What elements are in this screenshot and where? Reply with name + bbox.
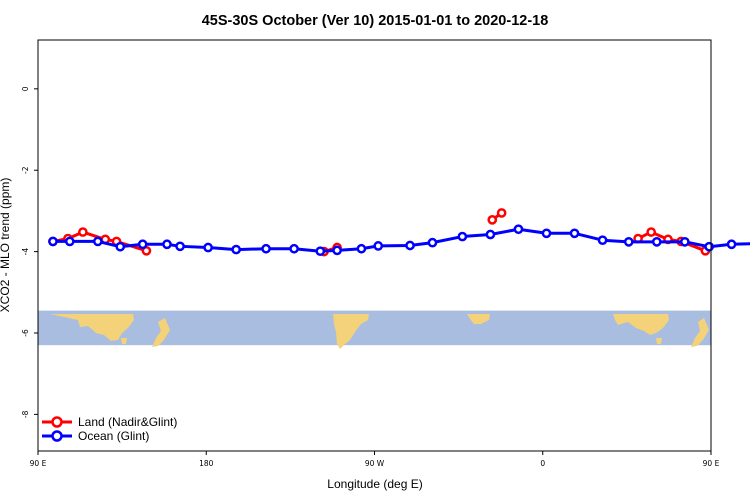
data-point xyxy=(332,245,342,256)
map-landmasses xyxy=(50,314,709,349)
data-point xyxy=(373,241,384,251)
tasmania-shape xyxy=(121,338,127,344)
legend-item-land: Land (Nadir&Glint) xyxy=(42,415,177,429)
x-axis-label: Longitude (deg E) xyxy=(327,477,422,491)
new-zealand-shape xyxy=(152,318,170,347)
data-point xyxy=(78,227,88,237)
data-point xyxy=(175,241,185,252)
legend: Land (Nadir&Glint) Ocean (Glint) xyxy=(42,415,177,443)
map-ocean xyxy=(38,310,711,346)
data-point xyxy=(651,236,662,247)
y-tick-label: 0 xyxy=(21,86,30,91)
data-point xyxy=(64,236,75,247)
data-point xyxy=(726,239,737,250)
new-zealand-shape-repeat xyxy=(691,318,709,347)
legend-item-ocean: Ocean (Glint) xyxy=(42,429,149,443)
data-point xyxy=(679,236,690,247)
south-america-shape xyxy=(333,314,369,349)
data-point xyxy=(485,229,496,240)
data-point xyxy=(541,228,552,239)
data-point xyxy=(487,215,498,225)
x-tick-label: 90 W xyxy=(365,459,385,468)
data-point xyxy=(115,241,126,252)
data-point xyxy=(137,239,148,250)
data-point xyxy=(356,243,367,254)
legend-marker-land xyxy=(51,416,63,428)
series-layer xyxy=(48,208,750,257)
x-tick-label: 0 xyxy=(540,459,545,468)
series-ocean xyxy=(48,224,750,257)
y-tick-label: -4 xyxy=(21,248,30,256)
data-point xyxy=(623,236,634,247)
australia-shape xyxy=(50,314,134,341)
legend-label-ocean: Ocean (Glint) xyxy=(78,429,149,443)
data-point xyxy=(48,236,58,247)
data-point xyxy=(513,224,524,235)
data-point xyxy=(704,241,714,252)
data-point xyxy=(315,246,326,257)
chart-title: 45S-30S October (Ver 10) 2015-01-01 to 2… xyxy=(202,13,549,29)
data-point xyxy=(427,237,438,248)
data-point xyxy=(405,240,415,251)
data-point xyxy=(231,244,242,255)
data-point xyxy=(203,242,213,253)
y-axis-ticks: 0 -2 -4 -6 -8 xyxy=(21,86,38,418)
x-tick-label: 180 xyxy=(199,459,214,468)
australia-shape-repeat xyxy=(613,314,669,335)
y-tick-label: -2 xyxy=(21,166,30,174)
data-point xyxy=(496,208,507,218)
data-point xyxy=(597,235,608,246)
tasmania-shape-repeat xyxy=(656,338,662,344)
data-point xyxy=(457,231,468,242)
data-point xyxy=(569,228,580,239)
data-point xyxy=(162,239,172,250)
map-band xyxy=(38,310,711,349)
y-tick-label: -8 xyxy=(21,410,30,418)
data-point xyxy=(92,236,103,247)
legend-marker-ocean xyxy=(51,430,63,442)
y-tick-label: -6 xyxy=(21,329,30,337)
series-line xyxy=(52,227,750,253)
africa-shape xyxy=(467,314,490,324)
data-point xyxy=(261,243,271,254)
x-tick-label: 90 E xyxy=(30,459,47,468)
y-axis-label: XCO2 - MLO trend (ppm) xyxy=(0,178,12,313)
data-point xyxy=(646,227,657,237)
x-tick-label: 90 E xyxy=(703,459,720,468)
data-point xyxy=(289,243,299,254)
legend-label-land: Land (Nadir&Glint) xyxy=(78,415,177,429)
